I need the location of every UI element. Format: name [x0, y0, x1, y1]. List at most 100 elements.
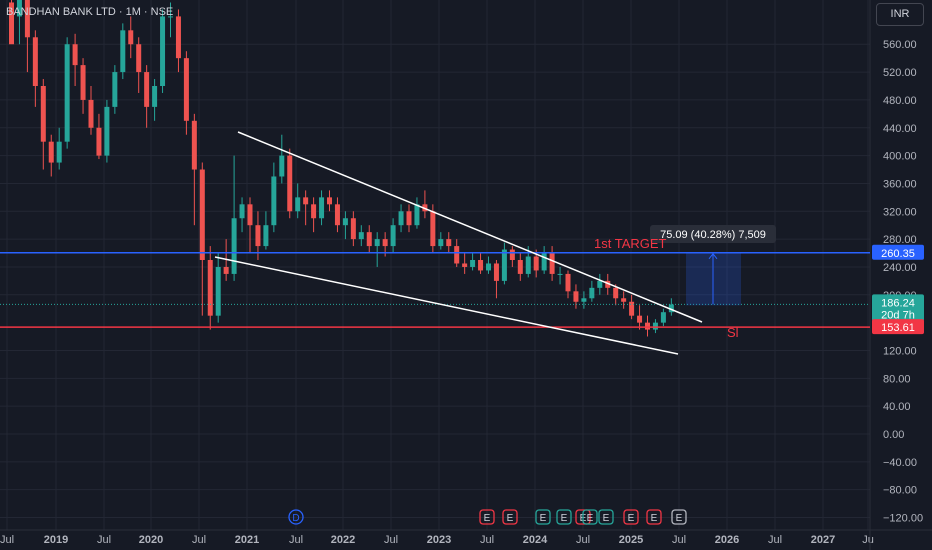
- current-price-label: 186.24: [881, 297, 915, 309]
- candle-body: [462, 263, 468, 267]
- earnings-marker-label: E: [507, 513, 514, 524]
- x-tick-label: Jul: [192, 534, 206, 546]
- candle-body: [629, 301, 635, 316]
- candle-body: [175, 16, 181, 59]
- candle-body: [263, 225, 269, 247]
- candle-body: [470, 260, 476, 267]
- stop-annotation: Sl: [727, 325, 739, 340]
- candle-body: [319, 197, 325, 219]
- candle-body: [32, 37, 38, 86]
- candle-body: [565, 273, 571, 292]
- y-tick-label: 280.00: [883, 234, 917, 246]
- candle-body: [621, 298, 627, 302]
- candle-body: [390, 225, 396, 247]
- currency-button[interactable]: INR: [876, 3, 924, 26]
- measure-label: 75.09 (40.28%) 7,509: [660, 229, 766, 241]
- candle-body: [72, 44, 78, 66]
- y-tick-label: 560.00: [883, 39, 917, 51]
- candle-body: [271, 176, 277, 226]
- earnings-marker: [502, 509, 518, 525]
- candle-body: [199, 169, 205, 260]
- earnings-marker: [535, 509, 551, 525]
- candle-body: [501, 249, 507, 281]
- x-tick-label: 2021: [235, 534, 259, 546]
- x-tick-label: Jul: [480, 534, 494, 546]
- candle-body: [517, 260, 523, 274]
- y-tick-label: 520.00: [883, 67, 917, 79]
- stop-price-label: 153.61: [881, 322, 915, 334]
- candle-body: [668, 304, 674, 313]
- x-tick-label: Jul: [97, 534, 111, 546]
- y-tick-label: 440.00: [883, 123, 917, 135]
- candle-body: [144, 72, 150, 107]
- candle-body: [64, 44, 70, 142]
- target-price-label: 260.35: [881, 248, 915, 260]
- x-tick-label: Jul: [672, 534, 686, 546]
- y-tick-label: 360.00: [883, 178, 917, 190]
- candle-body: [303, 197, 309, 205]
- candle-body: [128, 30, 134, 45]
- x-tick-label: 2019: [44, 534, 68, 546]
- candle-body: [581, 298, 587, 302]
- candle-body: [183, 58, 189, 121]
- x-tick-label: Jul: [0, 534, 14, 546]
- candle-body: [231, 218, 237, 274]
- candle-body: [541, 253, 547, 271]
- measure-label-bg: [650, 225, 776, 243]
- candle-body: [645, 322, 650, 330]
- candle-body: [430, 211, 436, 247]
- candle-body: [382, 239, 388, 247]
- x-tick-label: Jul: [576, 534, 590, 546]
- candle-body: [152, 86, 158, 107]
- y-tick-label: −120.00: [883, 513, 923, 525]
- x-tick-label: Jul: [289, 534, 303, 546]
- candle-body: [637, 315, 643, 323]
- x-tick-label: Jul: [768, 534, 782, 546]
- candle-body: [406, 211, 412, 226]
- dividend-marker: [288, 509, 304, 525]
- earnings-marker-label: E: [484, 513, 491, 524]
- x-tick-label: 2023: [427, 534, 451, 546]
- y-tick-label: 0.00: [883, 429, 904, 441]
- y-tick-label: 80.00: [883, 373, 911, 385]
- candle-body: [247, 204, 253, 226]
- earnings-marker: [575, 509, 591, 525]
- candle-body: [605, 280, 611, 288]
- candle-body: [239, 204, 245, 219]
- candle-body: [549, 253, 555, 274]
- earnings-marker: [646, 509, 662, 525]
- earnings-marker: [582, 509, 598, 525]
- candle-body: [279, 155, 285, 177]
- candle-body: [9, 2, 14, 45]
- chart-title: BANDHAN BANK LTD · 1M · NSE: [6, 6, 174, 18]
- candle-body: [120, 30, 126, 73]
- candle-body: [16, 0, 22, 17]
- candle-body: [366, 232, 372, 247]
- upper-trendline: [237, 131, 703, 323]
- candle-body: [398, 211, 404, 226]
- candle-body: [478, 260, 484, 271]
- candle-body: [493, 263, 499, 281]
- x-tick-label: 2027: [811, 534, 835, 546]
- y-tick-label: 40.00: [883, 401, 911, 413]
- candle-body: [509, 249, 515, 260]
- candle-body: [557, 273, 563, 275]
- earnings-marker: [479, 509, 495, 525]
- candle-body: [112, 72, 118, 107]
- current-price-label-bg: [872, 294, 924, 322]
- candle-body: [438, 239, 444, 247]
- y-tick-label: 480.00: [883, 95, 917, 107]
- candle-body: [454, 246, 460, 264]
- y-tick-label: 320.00: [883, 206, 917, 218]
- x-tick-label: 2020: [139, 534, 163, 546]
- measure-arrowhead: [708, 252, 718, 260]
- candle-body: [533, 256, 539, 271]
- y-tick-label: −40.00: [883, 457, 917, 469]
- earnings-marker-label: E: [676, 513, 683, 524]
- candle-body: [88, 99, 94, 128]
- candle-body: [414, 204, 420, 226]
- y-tick-label: 240.00: [883, 262, 917, 274]
- candle-body: [207, 260, 213, 316]
- candle-body: [215, 266, 221, 316]
